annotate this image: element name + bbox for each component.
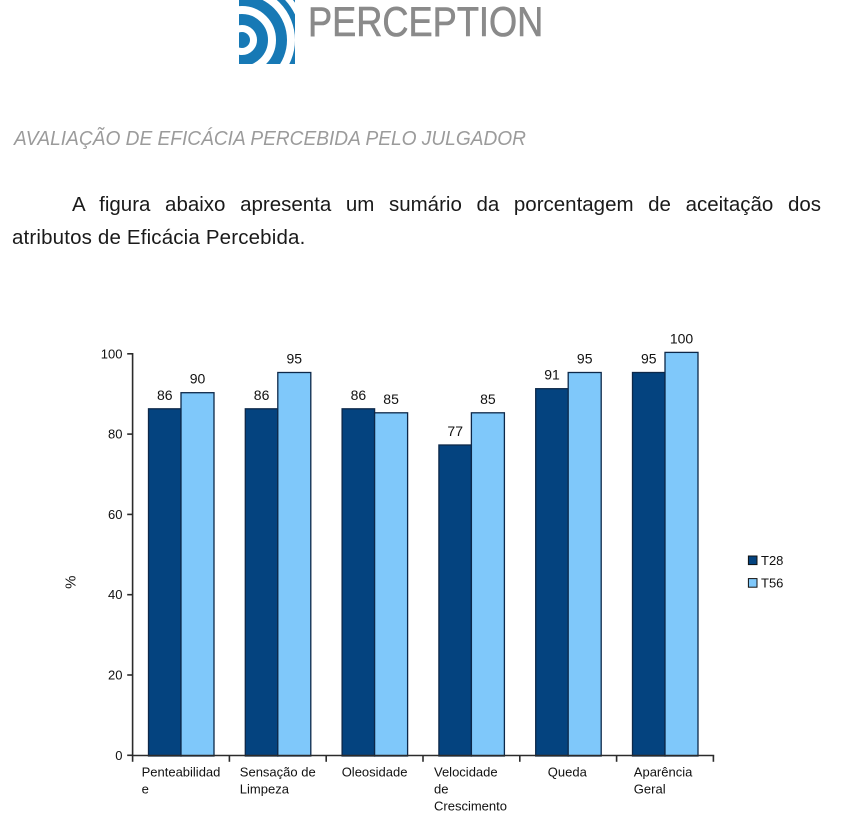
- svg-text:%: %: [62, 576, 79, 589]
- svg-text:91: 91: [544, 367, 560, 383]
- svg-text:95: 95: [641, 351, 657, 367]
- svg-text:77: 77: [447, 423, 463, 439]
- svg-text:Oleosidade: Oleosidade: [342, 765, 408, 780]
- svg-text:60: 60: [108, 507, 122, 522]
- svg-text:100: 100: [101, 346, 123, 361]
- svg-text:85: 85: [480, 391, 496, 407]
- svg-text:T56: T56: [761, 576, 783, 591]
- svg-text:86: 86: [254, 387, 270, 403]
- svg-text:86: 86: [157, 387, 173, 403]
- svg-text:T28: T28: [761, 553, 783, 568]
- svg-text:80: 80: [108, 427, 122, 442]
- svg-text:86: 86: [351, 387, 367, 403]
- svg-text:85: 85: [383, 391, 399, 407]
- svg-text:Queda: Queda: [548, 765, 588, 780]
- svg-text:95: 95: [287, 351, 303, 367]
- svg-text:95: 95: [577, 351, 593, 367]
- svg-text:40: 40: [108, 587, 122, 602]
- svg-text:20: 20: [108, 668, 122, 683]
- svg-text:100: 100: [670, 330, 694, 346]
- svg-text:90: 90: [190, 371, 206, 387]
- svg-text:0: 0: [115, 748, 122, 763]
